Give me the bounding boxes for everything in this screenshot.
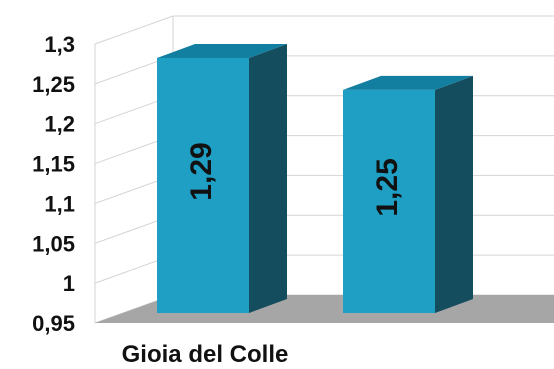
bar-side-face [249, 43, 287, 313]
bar-top-face [157, 43, 287, 58]
y-axis-ticks: 0,95 1 1,05 1,1 1,15 1,2 1,25 1,3 [32, 32, 75, 336]
bar-1: 1,29 [157, 43, 287, 313]
bar-front-face [343, 89, 435, 313]
y-tick-label: 1,25 [32, 72, 75, 97]
bars: 1,29 1,25 [157, 43, 473, 313]
bar-data-label: 1,29 [185, 142, 218, 200]
y-tick-label: 1,2 [44, 112, 75, 137]
bar-side-face [435, 75, 473, 313]
y-tick-label: 0,95 [32, 311, 75, 336]
y-tick-label: 1,3 [44, 32, 75, 57]
bar-data-label: 1,25 [371, 158, 404, 216]
bar-2: 1,25 [343, 75, 473, 313]
y-tick-label: 1,05 [32, 231, 75, 256]
bar-top-face [343, 75, 473, 90]
bar-front-face [157, 57, 249, 313]
category-label: Gioia del Colle [122, 341, 289, 368]
x-axis-categories: Gioia del Colle [122, 341, 289, 368]
grid-line-side [94, 15, 174, 45]
y-tick-label: 1,1 [44, 191, 75, 216]
y-tick-label: 1,15 [32, 152, 75, 177]
y-tick-label: 1 [63, 271, 75, 296]
